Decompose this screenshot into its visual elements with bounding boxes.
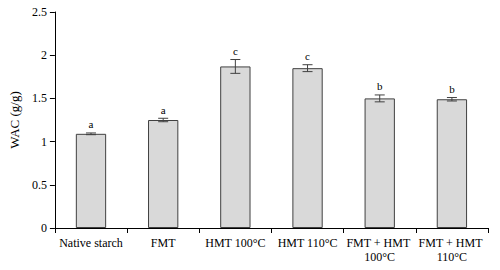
svg-text:FMT + HMT: FMT + HMT — [346, 236, 413, 250]
svg-text:2.5: 2.5 — [32, 5, 47, 19]
svg-text:FMT + HMT: FMT + HMT — [419, 236, 486, 250]
svg-text:c: c — [233, 45, 238, 57]
svg-text:b: b — [377, 80, 383, 92]
svg-text:HMT 100°C: HMT 100°C — [205, 236, 265, 250]
svg-text:0.5: 0.5 — [32, 178, 47, 192]
svg-text:c: c — [305, 50, 310, 62]
svg-text:FMT: FMT — [151, 236, 176, 250]
svg-text:b: b — [449, 83, 455, 95]
svg-text:HMT 110°C: HMT 110°C — [278, 236, 338, 250]
svg-text:100°C: 100°C — [364, 250, 395, 264]
svg-text:a: a — [89, 118, 94, 130]
svg-text:1.5: 1.5 — [32, 91, 47, 105]
svg-text:2: 2 — [41, 48, 47, 62]
svg-text:a: a — [161, 104, 166, 116]
svg-text:1: 1 — [41, 135, 47, 149]
svg-text:Native starch: Native starch — [59, 236, 123, 250]
svg-text:WAC (g/g): WAC (g/g) — [7, 91, 22, 148]
svg-text:0: 0 — [41, 221, 47, 235]
svg-text:110°C: 110°C — [437, 250, 467, 264]
